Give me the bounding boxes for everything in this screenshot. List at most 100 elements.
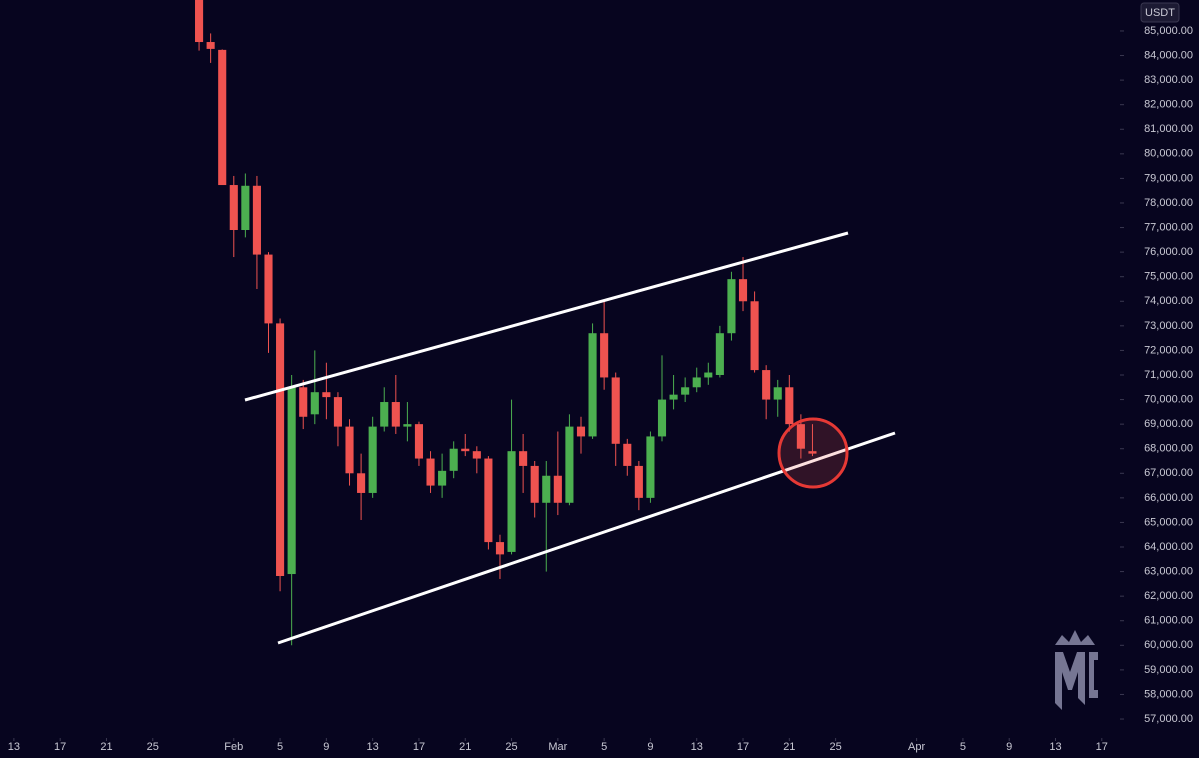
candle-body bbox=[264, 254, 273, 324]
y-tick-label: 64,000.00 bbox=[1144, 541, 1193, 553]
candle-body bbox=[785, 387, 794, 425]
candle-body bbox=[403, 424, 412, 427]
candle-body bbox=[553, 475, 562, 503]
x-tick-label: 5 bbox=[277, 741, 283, 753]
y-tick-label: 68,000.00 bbox=[1144, 443, 1193, 455]
x-tick-label: 13 bbox=[367, 741, 379, 753]
candle-body bbox=[252, 185, 261, 255]
candle-body bbox=[669, 394, 678, 400]
y-tick-label: 67,000.00 bbox=[1144, 467, 1193, 479]
y-tick-label: 66,000.00 bbox=[1144, 492, 1193, 504]
upper-channel-line bbox=[244, 231, 849, 402]
x-tick-label: 5 bbox=[601, 741, 607, 753]
candle-body bbox=[519, 451, 528, 466]
candle-body bbox=[634, 465, 643, 498]
candle-body bbox=[287, 387, 296, 575]
candle-body bbox=[438, 470, 447, 486]
candle-body bbox=[692, 377, 701, 388]
y-axis: USDT 57,000.00 58,000.00 59,000.00 60,000.0… bbox=[1120, 2, 1193, 725]
x-tick-label: 9 bbox=[647, 741, 653, 753]
candle-body bbox=[507, 451, 516, 552]
y-tick-label: 65,000.00 bbox=[1144, 516, 1193, 528]
x-tick-label: 25 bbox=[505, 741, 517, 753]
x-tick-label: 17 bbox=[737, 741, 749, 753]
y-tick-label: 61,000.00 bbox=[1144, 615, 1193, 627]
candle-body bbox=[681, 387, 690, 395]
candle-body bbox=[322, 392, 331, 398]
y-tick-label: 71,000.00 bbox=[1144, 369, 1193, 381]
annotations: USDT 57,000.00 58,000.00 59,000.00 60,000.0… bbox=[244, 2, 1193, 725]
candle-body bbox=[542, 475, 551, 503]
currency-label: USDT bbox=[1145, 7, 1175, 19]
candle-body bbox=[600, 333, 609, 378]
candle-body bbox=[762, 370, 771, 400]
y-tick-label: 75,000.00 bbox=[1144, 271, 1193, 283]
candle-body bbox=[588, 333, 597, 437]
x-tick-label: 13 bbox=[1049, 741, 1061, 753]
candle-body bbox=[704, 372, 713, 378]
y-tick-label: 62,000.00 bbox=[1144, 590, 1193, 602]
watermark-logo bbox=[1055, 630, 1098, 710]
y-tick-label: 76,000.00 bbox=[1144, 246, 1193, 258]
y-tick-label: 73,000.00 bbox=[1144, 320, 1193, 332]
y-tick-label: 60,000.00 bbox=[1144, 639, 1193, 651]
candle-body bbox=[773, 387, 782, 400]
x-tick-label: 21 bbox=[459, 741, 471, 753]
logo-m bbox=[1055, 652, 1085, 710]
y-tick-label: 69,000.00 bbox=[1144, 418, 1193, 430]
y-tick-label: 72,000.00 bbox=[1144, 344, 1193, 356]
x-tick-label: Feb bbox=[224, 741, 243, 753]
candle-body bbox=[206, 42, 215, 49]
x-tick-label: 13 bbox=[691, 741, 703, 753]
candle-body bbox=[276, 323, 285, 577]
candle-body bbox=[345, 426, 354, 474]
candle-body bbox=[646, 436, 655, 498]
candle-body bbox=[796, 424, 805, 449]
candle-body bbox=[808, 451, 817, 454]
candle-body bbox=[426, 458, 435, 486]
x-tick-label: 5 bbox=[960, 741, 966, 753]
candle-body bbox=[368, 426, 377, 493]
x-tick-label: 21 bbox=[783, 741, 795, 753]
y-tick-label: 79,000.00 bbox=[1144, 172, 1193, 184]
candle-body bbox=[357, 473, 366, 493]
y-tick-label: 74,000.00 bbox=[1144, 295, 1193, 307]
x-tick-label: 9 bbox=[323, 741, 329, 753]
y-tick-label: 59,000.00 bbox=[1144, 664, 1193, 676]
candle-body bbox=[565, 426, 574, 503]
currency-badge bbox=[1140, 2, 1180, 23]
candle-body bbox=[333, 397, 342, 427]
candle-body bbox=[310, 392, 319, 415]
candle-body bbox=[715, 333, 724, 375]
candle-body bbox=[623, 443, 632, 466]
candle-body bbox=[657, 399, 667, 437]
y-tick-label: 63,000.00 bbox=[1144, 565, 1193, 577]
highlight-circle bbox=[777, 417, 849, 489]
candle-body bbox=[380, 402, 389, 427]
candle-body bbox=[229, 185, 238, 231]
candle-body bbox=[472, 451, 481, 459]
candle-body bbox=[449, 448, 458, 471]
x-tick-label: Mar bbox=[548, 741, 567, 753]
x-tick-label: 17 bbox=[1096, 741, 1108, 753]
x-tick-label: 13 bbox=[8, 741, 20, 753]
candle-body bbox=[530, 465, 539, 503]
x-tick-label: 25 bbox=[147, 741, 159, 753]
candle-body bbox=[218, 49, 227, 186]
logo-crown bbox=[1055, 630, 1095, 645]
candle-body bbox=[495, 542, 505, 555]
candle-body bbox=[738, 279, 748, 302]
logo-c bbox=[1089, 652, 1098, 698]
y-tick-label: 70,000.00 bbox=[1144, 393, 1193, 405]
y-tick-label: 57,000.00 bbox=[1144, 713, 1193, 725]
x-tick-label: 9 bbox=[1006, 741, 1012, 753]
x-tick-label: 17 bbox=[413, 741, 425, 753]
y-tick-label: 58,000.00 bbox=[1144, 688, 1193, 700]
x-tick-label: 17 bbox=[54, 741, 66, 753]
candle-body bbox=[241, 185, 250, 231]
y-tick-label: 84,000.00 bbox=[1144, 49, 1193, 61]
candle-body bbox=[414, 424, 424, 459]
candle-body bbox=[391, 402, 400, 427]
